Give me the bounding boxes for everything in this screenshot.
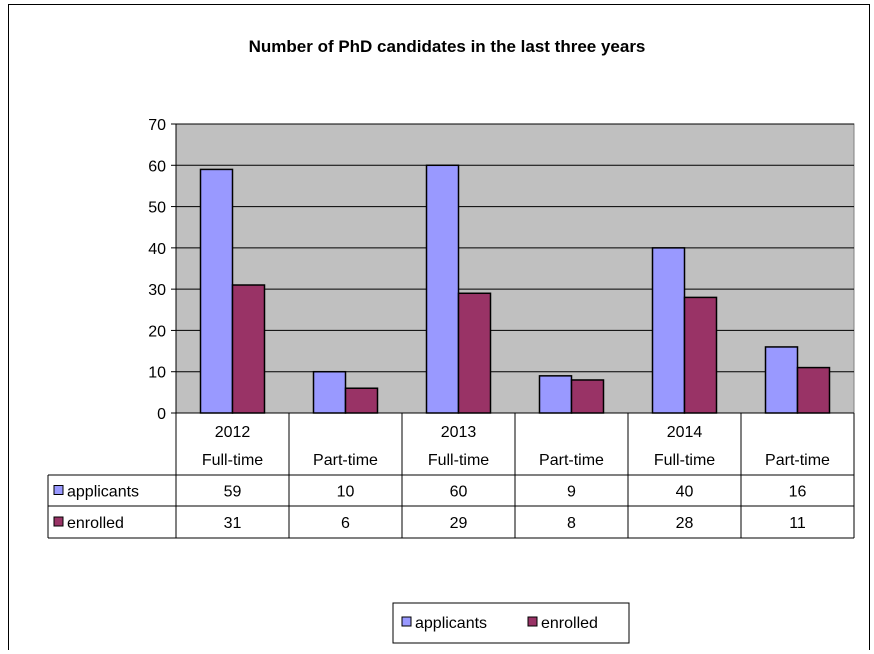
bar-enrolled xyxy=(344,387,379,414)
legend-label-enrolled: enrolled xyxy=(541,615,598,632)
table-value: 8 xyxy=(567,515,576,532)
plot-area xyxy=(175,123,855,414)
table-value: 31 xyxy=(224,515,242,532)
bar-applicants xyxy=(425,164,460,414)
table-value: 9 xyxy=(567,484,576,501)
bar-applicants xyxy=(199,168,234,414)
gridlines xyxy=(176,123,854,373)
table-value: 29 xyxy=(450,515,468,532)
table-series-label: enrolled xyxy=(67,515,124,532)
bar-applicants xyxy=(651,247,686,414)
table-legend-key xyxy=(53,516,64,527)
table-value: 6 xyxy=(341,515,350,532)
table-value: 11 xyxy=(789,515,806,532)
y-tick-label: 30 xyxy=(148,282,166,299)
bar-applicants xyxy=(538,375,573,414)
bar-enrolled xyxy=(683,296,718,414)
y-tick-label: 50 xyxy=(148,200,166,217)
legend-key-applicants xyxy=(401,616,412,627)
table-value: 60 xyxy=(450,484,468,501)
table-value: 59 xyxy=(224,484,242,501)
table-series-label: applicants xyxy=(67,484,139,501)
bar-applicants xyxy=(312,370,347,414)
y-tick-label: 20 xyxy=(148,323,166,340)
bar-enrolled xyxy=(570,379,605,414)
table-value: 40 xyxy=(676,484,694,501)
bar-enrolled xyxy=(796,366,831,414)
legend-box xyxy=(392,602,630,644)
bar-enrolled xyxy=(457,292,492,414)
category-mode-label: Full-time xyxy=(202,452,263,469)
y-tick-label: 70 xyxy=(148,117,166,134)
category-year-label: 2013 xyxy=(441,424,477,441)
y-axis-ticks: 0 10 20 30 40 50 60 70 xyxy=(148,117,177,423)
table-value: 28 xyxy=(676,515,694,532)
category-year-label: 2012 xyxy=(215,424,251,441)
category-mode-label: Full-time xyxy=(654,452,715,469)
table-value: 10 xyxy=(337,484,355,501)
y-tick-label: 0 xyxy=(157,406,166,423)
legend-label-applicants: applicants xyxy=(415,615,487,632)
y-tick-label: 60 xyxy=(148,158,166,175)
category-mode-label: Part-time xyxy=(313,452,378,469)
bars xyxy=(199,164,831,414)
category-year-label: 2014 xyxy=(667,424,703,441)
legend: applicants enrolled xyxy=(392,602,630,644)
chart-title: Number of PhD candidates in the last thr… xyxy=(249,37,646,56)
table-legend-key xyxy=(53,485,64,495)
category-mode-label: Full-time xyxy=(428,452,489,469)
legend-key-enrolled xyxy=(527,616,538,627)
category-mode-label: Part-time xyxy=(539,452,604,469)
y-tick-label: 10 xyxy=(148,365,166,382)
data-table: 2012 Full-time Part-time 2013 Full-time Part-… xyxy=(47,412,855,539)
table-value: 16 xyxy=(789,484,807,501)
bar-applicants xyxy=(764,346,799,414)
category-mode-label: Part-time xyxy=(765,452,830,469)
y-tick-label: 40 xyxy=(148,241,166,258)
bar-enrolled xyxy=(231,284,266,414)
